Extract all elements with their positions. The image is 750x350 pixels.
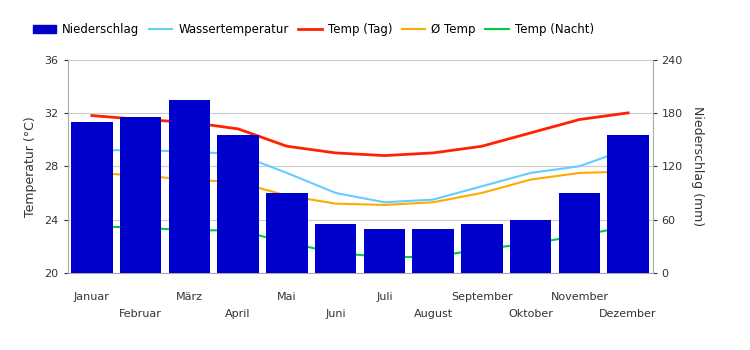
Bar (559, 193, 600, 273)
Bar (71, 122, 112, 273)
Bar (364, 229, 405, 273)
Text: Februar: Februar (119, 309, 162, 319)
Text: September: September (451, 293, 513, 302)
Bar (510, 220, 551, 273)
Bar (169, 99, 210, 273)
Y-axis label: Niederschlag (mm): Niederschlag (mm) (691, 106, 703, 226)
Text: Dezember: Dezember (599, 309, 657, 319)
Text: Oktober: Oktober (509, 309, 553, 319)
Text: Juni: Juni (326, 309, 346, 319)
Text: März: März (176, 293, 202, 302)
Y-axis label: Temperatur (°C): Temperatur (°C) (24, 116, 38, 217)
Bar (608, 135, 649, 273)
Legend: Niederschlag, Wassertemperatur, Temp (Tag), Ø Temp, Temp (Nacht): Niederschlag, Wassertemperatur, Temp (Ta… (28, 19, 598, 41)
Text: August: August (413, 309, 453, 319)
Bar (266, 193, 308, 273)
Bar (217, 135, 259, 273)
Text: Juli: Juli (376, 293, 393, 302)
Text: Mai: Mai (277, 293, 297, 302)
Text: Januar: Januar (74, 293, 110, 302)
Bar (120, 117, 161, 273)
Bar (461, 224, 503, 273)
Text: November: November (550, 293, 608, 302)
Text: April: April (225, 309, 251, 319)
Bar (413, 229, 454, 273)
Bar (315, 224, 356, 273)
